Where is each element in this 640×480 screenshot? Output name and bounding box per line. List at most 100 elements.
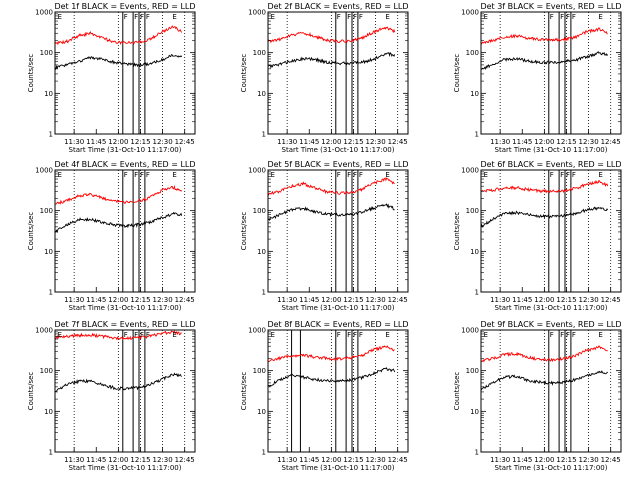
panel-title: Det 7f BLACK = Events, RED = LLD	[54, 320, 195, 329]
event-mark: F	[337, 13, 341, 21]
plot-frame	[480, 11, 622, 135]
events-series-line	[54, 211, 183, 234]
y-tick-label: 10	[470, 408, 479, 416]
y-tick-label: 1	[49, 449, 53, 457]
panel-4: Det 4f BLACK = Events, RED = LLD 1 10 100 10…	[27, 160, 196, 312]
x-tick-label: 11:45	[512, 296, 532, 304]
x-tick-label: 12:15	[556, 296, 576, 304]
event-mark: F	[140, 13, 144, 21]
lld-series-line	[267, 177, 395, 196]
event-mark: E	[270, 331, 274, 339]
event-mark: F	[550, 331, 554, 339]
panel-title: Det 3f BLACK = Events, RED = LLD	[480, 2, 621, 11]
event-mark: F	[134, 331, 138, 339]
x-tick-label: 12:00	[534, 456, 554, 464]
event-mark: E	[483, 331, 487, 339]
event-mark: F	[134, 171, 138, 179]
x-tick-label: 11:30	[64, 138, 84, 146]
x-tick-label: 11:30	[490, 138, 510, 146]
plot-frame	[267, 11, 409, 135]
event-mark: F	[560, 13, 564, 21]
x-tick-label: 12:45	[388, 456, 408, 464]
event-mark: F	[146, 171, 150, 179]
panel-8: Det 8f BLACK = Events, RED = LLD 1 10 100 10…	[240, 320, 409, 472]
x-tick-label: 12:00	[321, 296, 341, 304]
y-axis-label: Counts/sec	[27, 212, 35, 251]
x-tick-label: 11:45	[86, 456, 106, 464]
event-mark: F	[572, 331, 576, 339]
y-tick-label: 1000	[461, 167, 479, 175]
events-series-line	[480, 51, 609, 70]
plot-frame	[480, 169, 622, 293]
y-tick-label: 10	[44, 248, 53, 256]
event-mark: E	[385, 13, 389, 21]
panel-2: Det 2f BLACK = Events, RED = LLD 1 10 100 10…	[240, 2, 409, 154]
y-tick-label: 1000	[248, 167, 266, 175]
event-mark: F	[566, 331, 570, 339]
x-tick-label: 12:45	[175, 138, 195, 146]
y-tick-label: 10	[257, 248, 266, 256]
lld-series-line	[480, 345, 608, 363]
y-tick-label: 100	[40, 367, 53, 375]
x-tick-label: 12:30	[152, 456, 172, 464]
x-tick-label: 11:30	[277, 456, 297, 464]
y-tick-label: 1	[475, 449, 479, 457]
y-axis-label: Counts/sec	[240, 54, 248, 93]
event-mark: E	[385, 171, 389, 179]
x-tick-label: 12:45	[388, 296, 408, 304]
x-tick-label: 11:30	[64, 296, 84, 304]
event-mark: E	[483, 171, 487, 179]
y-tick-label: 1	[262, 289, 266, 297]
x-tick-label: 12:15	[130, 296, 150, 304]
x-tick-label: 12:30	[578, 296, 598, 304]
y-tick-label: 1000	[461, 327, 479, 335]
event-mark: F	[146, 13, 150, 21]
lld-series-line	[480, 179, 609, 194]
x-tick-label: 12:15	[130, 456, 150, 464]
y-tick-label: 1000	[461, 9, 479, 17]
event-mark: F	[572, 171, 576, 179]
x-axis-label: Start Time (31-Oct-10 11:17:00)	[495, 146, 608, 154]
x-tick-label: 12:30	[365, 296, 385, 304]
lld-series-line	[480, 27, 608, 45]
events-series-line	[54, 372, 182, 393]
x-tick-label: 11:30	[277, 138, 297, 146]
event-mark: F	[140, 171, 144, 179]
event-mark: F	[560, 171, 564, 179]
event-mark: E	[270, 171, 274, 179]
x-tick-label: 12:15	[343, 456, 363, 464]
event-mark: F	[124, 171, 128, 179]
event-mark: F	[146, 331, 150, 339]
plot-frame	[480, 329, 622, 453]
x-tick-label: 11:45	[512, 456, 532, 464]
x-tick-label: 11:45	[299, 456, 319, 464]
y-axis-label: Counts/sec	[240, 212, 248, 251]
event-mark: F	[353, 171, 357, 179]
x-tick-label: 12:30	[365, 456, 385, 464]
event-mark: E	[172, 171, 176, 179]
event-mark: F	[550, 171, 554, 179]
event-mark: F	[124, 13, 128, 21]
x-axis-label: Start Time (31-Oct-10 11:17:00)	[69, 464, 182, 472]
lld-series-line	[54, 330, 182, 341]
event-mark: F	[347, 13, 351, 21]
event-mark: F	[337, 331, 341, 339]
panel-title: Det 6f BLACK = Events, RED = LLD	[480, 160, 621, 169]
panel-title: Det 2f BLACK = Events, RED = LLD	[267, 2, 408, 11]
x-tick-label: 11:45	[299, 296, 319, 304]
panel-title: Det 9f BLACK = Events, RED = LLD	[480, 320, 621, 329]
event-mark: F	[550, 13, 554, 21]
lld-series-line	[267, 345, 395, 363]
x-tick-label: 12:45	[601, 138, 621, 146]
y-tick-label: 1	[49, 131, 53, 139]
x-tick-label: 12:00	[534, 296, 554, 304]
y-axis-label: Counts/sec	[453, 372, 461, 411]
y-tick-label: 1	[262, 131, 266, 139]
y-tick-label: 10	[470, 248, 479, 256]
event-mark: F	[359, 171, 363, 179]
event-mark: F	[359, 331, 363, 339]
x-tick-label: 12:30	[578, 456, 598, 464]
x-tick-label: 12:30	[152, 138, 172, 146]
event-mark: E	[172, 331, 176, 339]
event-mark: E	[598, 171, 602, 179]
